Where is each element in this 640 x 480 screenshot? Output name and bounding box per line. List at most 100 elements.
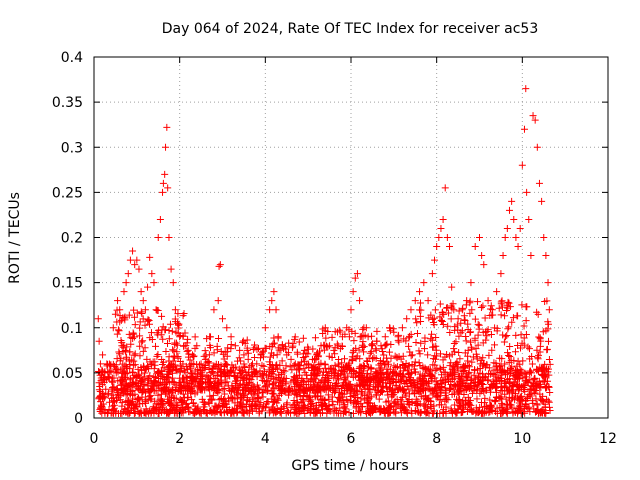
data-point [99,389,107,397]
data-point [223,378,231,386]
data-point [502,306,510,314]
data-point [121,373,129,381]
data-point [345,333,353,341]
data-point [136,352,144,360]
data-point [136,377,144,385]
data-point [162,347,170,355]
data-point [251,354,259,362]
data-point [130,357,138,365]
data-point [393,395,401,403]
data-point [140,373,148,381]
data-point [540,234,548,241]
data-point [520,404,528,412]
data-point [447,315,455,323]
data-point [440,310,448,318]
data-point [252,401,260,409]
data-point [413,401,421,409]
data-point [327,365,335,373]
data-point [531,116,539,124]
data-point [324,376,332,384]
data-point [397,398,405,406]
data-point [316,365,324,373]
data-point [97,404,105,412]
data-point [455,348,463,356]
data-point [522,317,530,325]
data-point [413,330,421,338]
data-point [249,407,257,415]
data-point [466,329,474,337]
data-point [309,385,317,393]
data-point [526,355,534,363]
data-point [463,374,471,382]
data-point [123,369,131,377]
data-point [501,312,509,320]
data-point [138,393,146,401]
data-point [320,397,328,405]
data-point [444,322,452,330]
data-point [218,403,226,411]
data-point [193,342,201,350]
data-point [101,369,109,377]
data-point [295,408,303,416]
data-point [544,377,552,385]
data-point [236,370,244,378]
data-point [429,343,437,351]
data-point [475,325,483,333]
data-point [486,396,494,404]
data-point [116,396,124,404]
data-point [148,360,156,368]
data-point [447,405,455,413]
data-point [176,333,184,341]
data-point [518,301,526,309]
data-point [334,342,342,350]
data-point [151,342,159,350]
data-point [294,386,302,394]
data-point [445,384,453,392]
data-point [215,262,223,270]
data-point [468,306,476,314]
data-point [321,360,329,368]
data-point [505,299,513,307]
data-point [456,355,464,363]
data-point [210,379,218,387]
data-point [196,361,204,369]
data-point [225,397,233,405]
data-point [304,343,312,351]
data-point [436,364,444,372]
data-point [154,351,162,359]
data-point [253,368,260,376]
data-point [170,352,178,360]
data-point [349,355,357,363]
data-point [363,398,371,406]
data-point [543,297,551,305]
data-point [465,363,473,371]
data-point [260,362,268,370]
data-point [467,328,475,336]
data-point [191,390,199,398]
data-point [209,391,217,399]
data-point [405,342,413,350]
data-point [139,315,147,323]
data-point [153,399,161,407]
data-point [119,343,127,351]
data-point [401,380,409,388]
data-point [436,300,444,308]
data-point [341,375,349,383]
data-point [425,365,433,373]
data-point [542,365,550,373]
data-point [302,381,310,388]
data-point [249,394,257,402]
data-point [265,366,273,374]
data-point [498,395,506,403]
data-point [308,400,316,408]
data-point [317,359,325,367]
data-point [281,367,289,375]
data-point [203,409,211,417]
data-point [255,408,263,416]
data-point [234,373,242,381]
x-tick-label: 6 [347,431,356,447]
data-point [368,342,376,350]
data-point [185,350,193,358]
data-point [479,370,487,378]
data-point [113,330,121,338]
